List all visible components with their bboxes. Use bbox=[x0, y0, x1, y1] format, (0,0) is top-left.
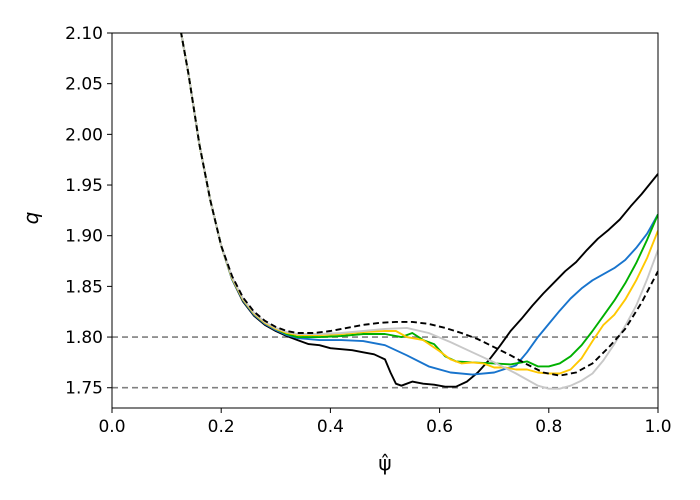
y-axis-label: q bbox=[19, 212, 43, 225]
series-line-5 bbox=[180, 33, 658, 377]
x-tick-label: 1.0 bbox=[644, 417, 671, 437]
x-tick-label: 0.4 bbox=[317, 417, 344, 437]
x-axis-label: ψ̂ bbox=[378, 451, 391, 475]
x-tick-label: 0.0 bbox=[98, 417, 125, 437]
y-tick-label: 2.05 bbox=[65, 75, 103, 95]
y-axis: 1.75 1.80 1.85 1.90 1.95 2.00 2.05 2.10 bbox=[65, 24, 112, 399]
x-tick-label: 0.8 bbox=[535, 417, 562, 437]
y-tick-label: 1.85 bbox=[65, 277, 103, 297]
y-tick-label: 1.90 bbox=[65, 227, 103, 247]
x-tick-label: 0.2 bbox=[208, 417, 235, 437]
x-axis: 0.0 0.2 0.4 0.6 0.8 1.0 bbox=[98, 408, 672, 437]
series-lines bbox=[180, 33, 658, 390]
y-tick-label: 1.80 bbox=[65, 328, 103, 348]
y-tick-label: 1.75 bbox=[65, 379, 103, 399]
series-line-4 bbox=[180, 33, 658, 390]
x-tick-label: 0.6 bbox=[426, 417, 453, 437]
plot-frame bbox=[111, 32, 659, 409]
y-tick-label: 2.10 bbox=[65, 24, 103, 44]
y-tick-label: 1.95 bbox=[65, 176, 103, 196]
y-tick-label: 2.00 bbox=[65, 125, 103, 145]
reference-lines bbox=[112, 336, 658, 389]
